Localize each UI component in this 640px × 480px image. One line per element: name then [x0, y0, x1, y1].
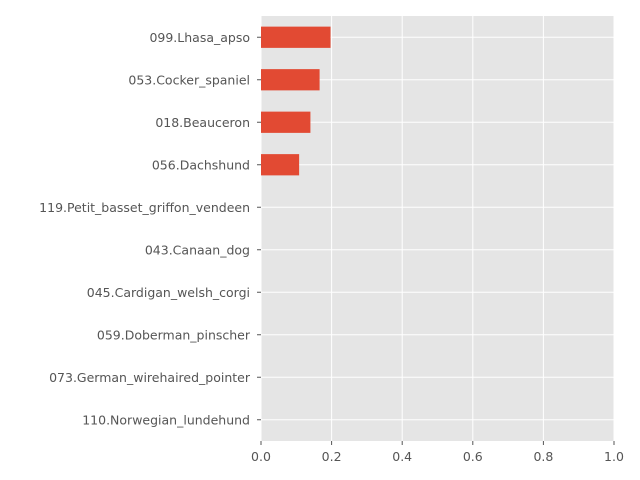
category-label: 045.Cardigan_welsh_corgi [87, 285, 250, 300]
category-label: 073.German_wirehaired_pointer [49, 370, 251, 385]
grid-lines [260, 16, 615, 441]
category-label: 056.Dachshund [152, 157, 250, 172]
bar-099-lhasa-apso [261, 26, 331, 48]
category-label: 119.Petit_basset_griffon_vendeen [39, 200, 250, 215]
value-axis: 0.0 0.2 0.4 0.6 0.8 1.0 [251, 441, 624, 464]
bar-053-cocker-spaniel [261, 69, 320, 91]
category-axis: 099.Lhasa_apso 053.Cocker_spaniel 018.Beau… [39, 30, 261, 427]
plot-background [261, 16, 614, 441]
bar-056-dachshund [261, 154, 300, 176]
category-label: 059.Doberman_pinscher [97, 327, 251, 342]
x-tick-label: 1.0 [604, 449, 624, 464]
x-tick-label: 0.8 [533, 449, 553, 464]
x-tick-label: 0.0 [251, 449, 271, 464]
x-tick-label: 0.6 [463, 449, 483, 464]
x-tick-label: 0.4 [392, 449, 412, 464]
category-label: 018.Beauceron [155, 115, 250, 130]
bar-018-beauceron [261, 111, 311, 133]
x-tick-label: 0.2 [322, 449, 342, 464]
bars [261, 26, 331, 176]
category-label: 110.Norwegian_lundehund [82, 412, 250, 427]
category-label: 043.Canaan_dog [145, 242, 250, 257]
category-label: 053.Cocker_spaniel [128, 72, 250, 87]
category-label: 099.Lhasa_apso [149, 30, 250, 45]
